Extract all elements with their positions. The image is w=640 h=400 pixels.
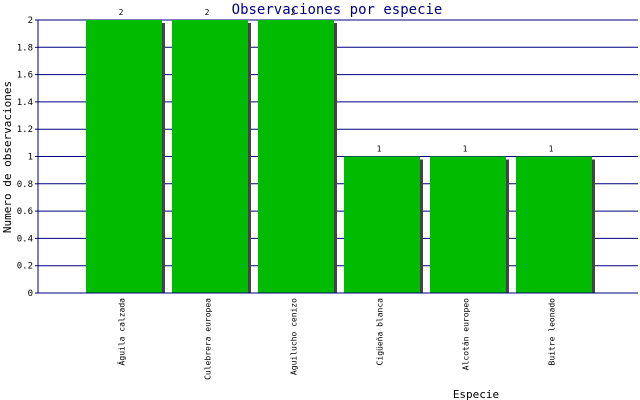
bar-value-label: 2 (205, 8, 210, 17)
y-tick-label: 0 (28, 289, 33, 299)
x-tick-label: Aguilucho cenizo (290, 298, 299, 375)
y-tick-label: 0.4 (17, 234, 33, 244)
bar (344, 156, 420, 293)
x-axis-label: Especie (453, 388, 499, 400)
y-tick-label: 1.4 (17, 98, 33, 108)
bar (430, 156, 506, 293)
x-tick-label: Alcotán europeo (462, 298, 471, 370)
y-tick-labels: 0 0.2 0.4 0.6 0.8 1 1.2 1.4 1.6 1.8 2 (17, 16, 38, 299)
bar (86, 20, 162, 293)
y-tick-label: 1.2 (17, 125, 33, 135)
data-labels: 2 2 2 1 1 1 (119, 8, 554, 154)
bar (258, 20, 334, 293)
x-tick-labels: Águila calzada Culebrera europea Aguilucho… (116, 298, 557, 380)
y-tick-label: 0.6 (17, 207, 33, 217)
bar-value-label: 2 (291, 8, 296, 17)
bar (172, 20, 248, 293)
x-tick-label: Cigüeña blanca (376, 298, 385, 366)
y-tick-label: 1 (28, 153, 33, 163)
bar-value-label: 1 (377, 145, 382, 154)
chart-title: Observaciones por especie (232, 2, 443, 18)
y-axis-label: Numero de observaciones (1, 81, 14, 233)
bar-value-label: 2 (119, 8, 124, 17)
y-tick-label: 2 (28, 16, 33, 26)
y-tick-label: 0.2 (17, 262, 33, 272)
x-tick-label: Culebrera europea (204, 298, 213, 380)
y-tick-label: 1.8 (17, 43, 33, 53)
bar (516, 156, 592, 293)
x-tick-label: Buitre leonado (548, 298, 557, 366)
x-tick-label: Águila calzada (116, 298, 127, 366)
bar-value-label: 1 (463, 145, 468, 154)
bar-value-label: 1 (549, 145, 554, 154)
bars (86, 20, 595, 293)
y-tick-label: 1.6 (17, 71, 33, 81)
y-tick-label: 0.8 (17, 180, 33, 190)
